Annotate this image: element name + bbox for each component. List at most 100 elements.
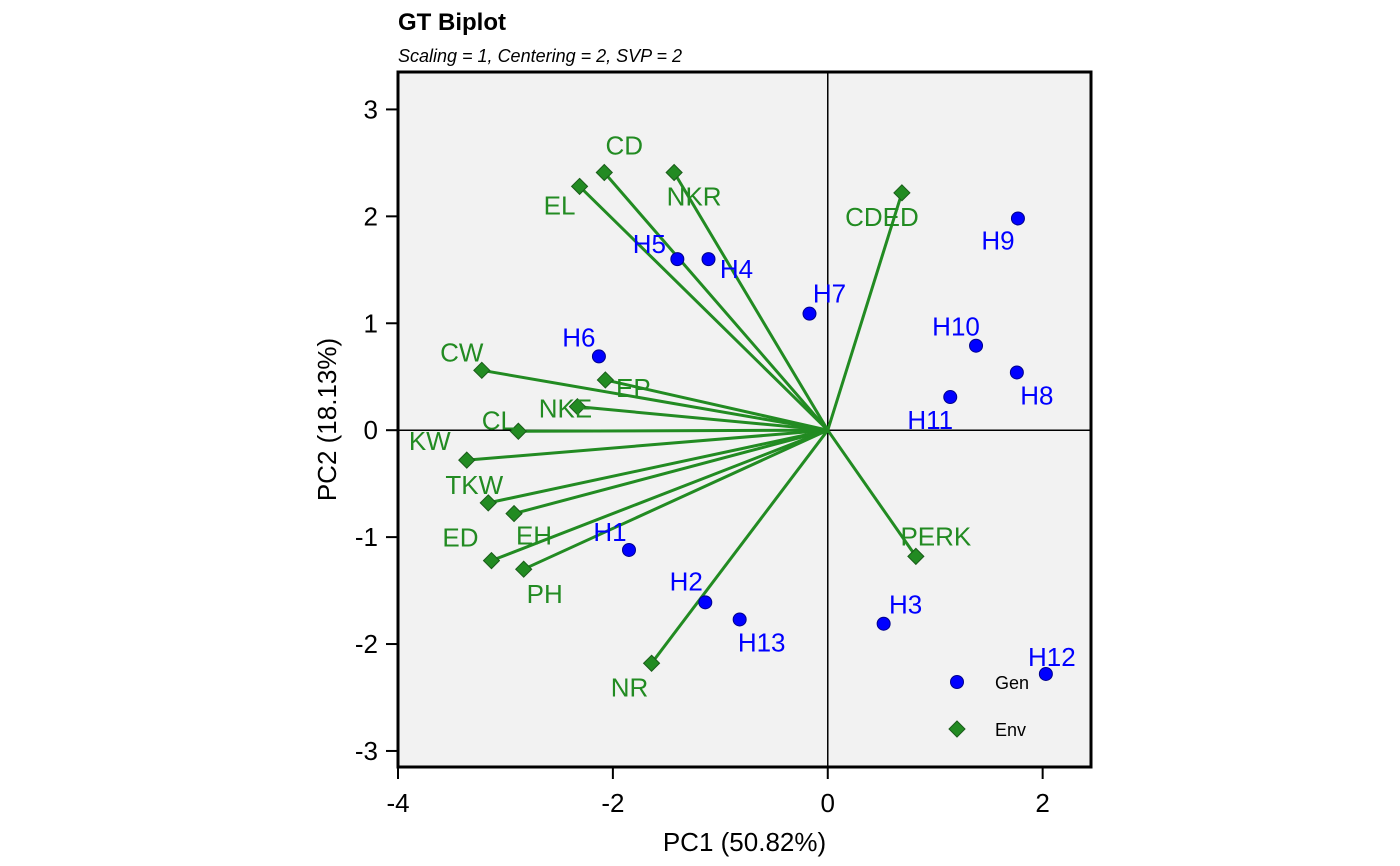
env-label-cded: CDED [845,202,919,232]
env-label-cw: CW [440,337,484,367]
x-tick-label: 0 [821,788,835,818]
gen-label-h10: H10 [932,312,980,342]
env-vector-cw [481,368,829,432]
y-tick-label: 0 [364,415,378,445]
y-tick-label: -1 [355,522,378,552]
gen-point-h4 [701,252,716,267]
env-label-cd: CD [606,131,644,161]
y-axis: -3 -2 -1 0 1 2 3 [355,94,398,766]
gen-point-h1 [622,542,636,557]
x-tick-label: -2 [601,788,624,818]
env-point-perk [907,547,925,566]
env-vector-eh [513,428,829,516]
env-point-ep [596,371,615,389]
gen-point-h6 [591,349,606,364]
env-vector-cded [826,192,904,431]
gen-label-h8: H8 [1020,380,1053,410]
legend-gen-marker [950,675,964,689]
x-tick-label: 2 [1035,788,1049,818]
plot-panel [398,72,1091,767]
y-tick-label: -3 [355,736,378,766]
env-point-cd [595,163,613,182]
env-label-ph: PH [527,579,563,609]
gen-point-h2 [698,595,713,610]
gen-point-h7 [802,306,817,321]
y-tick-label: 1 [364,308,378,338]
legend: Gen Env [948,673,1029,740]
gen-label-h5: H5 [633,229,666,259]
env-vector-nkr [672,171,830,431]
gen-point-h3 [876,616,891,631]
gen-point-h13 [732,612,747,627]
env-vector-cd [603,171,829,432]
y-tick-label: 3 [364,94,378,124]
gen-label-h7: H7 [813,279,846,309]
gen-point-h11 [943,390,958,405]
env-label-tkw: TKW [445,470,503,500]
env-point-cw [473,361,491,380]
env-vector-perk [826,429,918,558]
gen-label-h11: H11 [907,405,953,435]
env-point-nr [642,654,661,672]
chart-title: GT Biplot [398,9,506,36]
env-point-eh [505,504,523,523]
legend-gen-label: Gen [995,673,1029,693]
env-vector-el [578,185,829,432]
env-markers [458,163,925,672]
env-point-tkw [479,494,497,512]
env-label-el: EL [544,190,576,220]
gen-label-h1: H1 [593,517,626,547]
gen-labels: H1 H2 H3 H4 H5 H6 H7 H8 H9 H10 H11 H12 H13 [562,225,1075,671]
env-point-cl [509,422,528,440]
env-vector-kw [466,428,828,462]
legend-env-marker [948,720,966,738]
env-vector-ph [523,428,829,571]
env-point-ph [514,560,533,578]
gen-point-h12 [1038,666,1053,681]
env-vector-ep [605,378,829,432]
env-vector-cl [518,428,828,433]
env-label-kw: KW [409,426,451,456]
env-label-ed: ED [442,523,478,553]
env-point-el [570,177,589,196]
y-tick-label: 2 [364,201,378,231]
gen-point-h10 [969,338,984,353]
gen-label-h9: H9 [981,225,1014,255]
plot-border [396,70,1093,769]
gen-point-h9 [1010,211,1025,226]
x-axis-title: PC1 (50.82%) [663,827,826,857]
env-point-ed [482,551,501,570]
legend-env-label: Env [995,720,1026,740]
chart-subtitle: Scaling = 1, Centering = 2, SVP = 2 [398,46,682,66]
y-tick-label: -2 [355,629,378,659]
x-tick-label: -4 [386,788,409,818]
env-label-eh: EH [516,521,552,551]
env-vector-tkw [487,428,829,505]
env-label-nr: NR [611,672,649,702]
env-vector-nr [650,429,829,665]
x-axis: -4 -2 0 2 [386,767,1050,818]
env-point-kw [458,451,476,469]
env-vector-ed [490,428,829,563]
gen-label-h6: H6 [562,322,595,352]
env-point-cded [893,184,911,202]
env-vectors [466,171,918,665]
gen-label-h12: H12 [1028,642,1076,672]
env-vector-nke [577,405,828,432]
env-point-nke [568,397,587,416]
env-label-cl: CL [482,405,515,435]
gen-label-h4: H4 [720,254,753,284]
env-label-nkr: NKR [667,182,722,212]
gen-point-h5 [670,252,685,267]
env-label-nke: NKE [539,394,592,424]
y-axis-title: PC2 (18.13%) [312,338,342,501]
gen-point-h8 [1009,365,1024,380]
gen-label-h13: H13 [738,627,786,657]
gen-label-h2: H2 [670,566,703,596]
gen-label-h3: H3 [889,590,922,620]
env-labels: CD EL NKR CDED CW EP CL NKE KW TKW EH ED PH NR PERK [409,131,972,703]
env-point-nkr [665,163,683,182]
gen-markers [591,211,1053,681]
env-label-ep: EP [616,373,651,403]
